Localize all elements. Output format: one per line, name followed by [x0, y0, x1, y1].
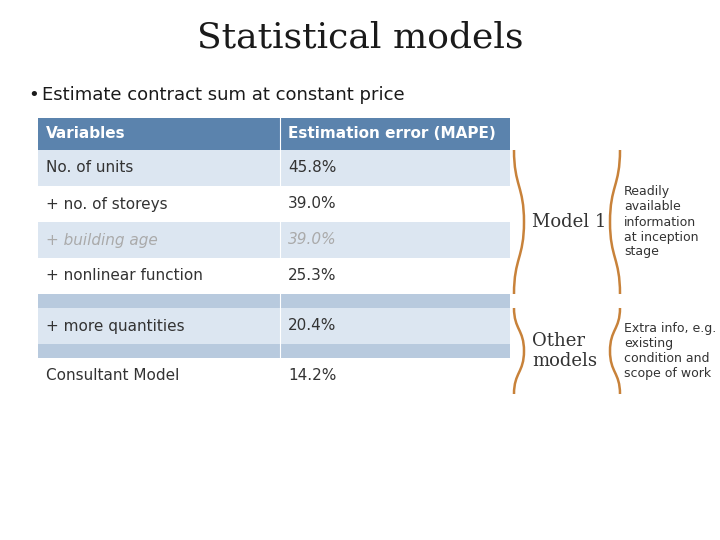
Text: Estimation error (MAPE): Estimation error (MAPE) [288, 126, 496, 141]
Text: Consultant Model: Consultant Model [46, 368, 179, 383]
Text: Other
models: Other models [532, 332, 597, 370]
Text: + more quantities: + more quantities [46, 319, 184, 334]
Text: Model 1: Model 1 [532, 213, 606, 231]
Bar [38, 344, 510, 358]
Bar [38, 222, 510, 258]
Text: Estimate contract sum at constant price: Estimate contract sum at constant price [42, 86, 405, 104]
Text: Statistical models: Statistical models [197, 21, 523, 55]
Text: 39.0%: 39.0% [288, 233, 337, 247]
Bar [38, 308, 510, 344]
Text: No. of units: No. of units [46, 160, 133, 176]
Text: 25.3%: 25.3% [288, 268, 336, 284]
Bar [38, 186, 510, 222]
Text: + nonlinear function: + nonlinear function [46, 268, 203, 284]
Bar [38, 358, 510, 394]
Text: + building age: + building age [46, 233, 158, 247]
Text: Variables: Variables [46, 126, 125, 141]
Bar [38, 150, 510, 186]
Text: Readily
available
information
at inception
stage: Readily available information at incepti… [624, 186, 698, 259]
Text: 20.4%: 20.4% [288, 319, 336, 334]
Text: •: • [28, 86, 39, 104]
Text: 14.2%: 14.2% [288, 368, 336, 383]
Bar [38, 294, 510, 308]
Text: Extra info, e.g.
existing
condition and
scope of work: Extra info, e.g. existing condition and … [624, 322, 716, 380]
Text: + no. of storeys: + no. of storeys [46, 197, 168, 212]
Bar [38, 258, 510, 294]
Text: 39.0%: 39.0% [288, 197, 337, 212]
Text: 45.8%: 45.8% [288, 160, 336, 176]
Bar [38, 118, 510, 150]
